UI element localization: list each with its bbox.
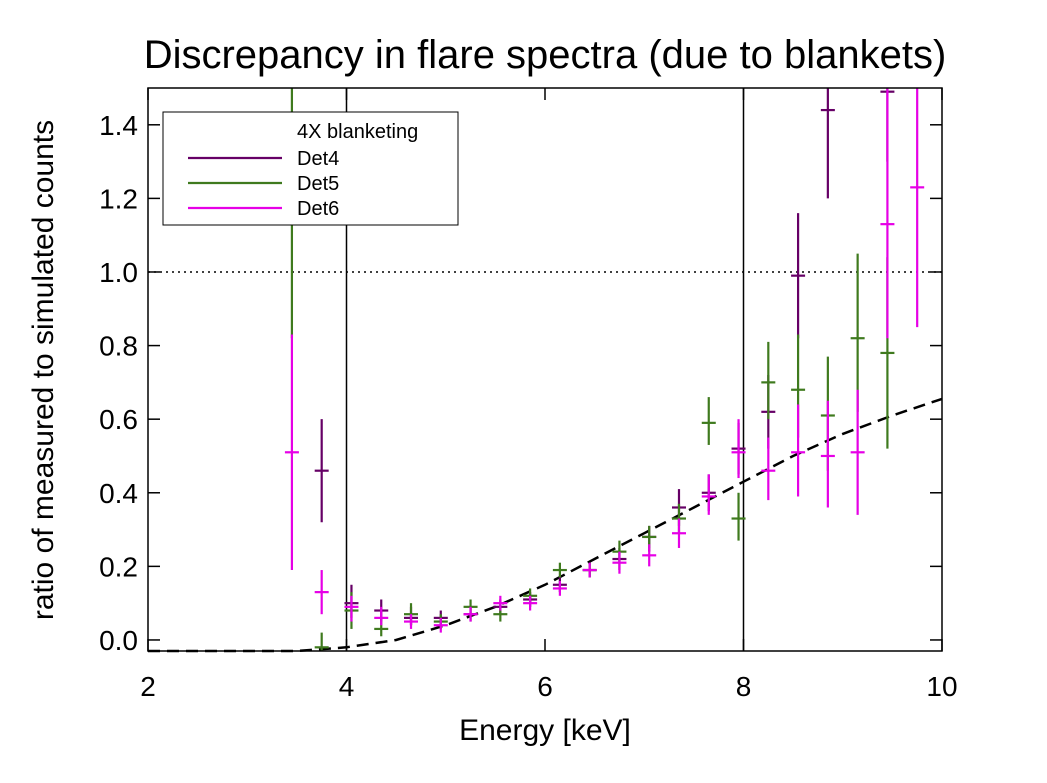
legend-title: 4X blanketing <box>297 121 418 143</box>
plot-area: 2 4 6 8 10 0.0 0.2 0.4 0.6 0.8 1.0 1.2 1.4 <box>99 87 958 702</box>
legend-entries: Det4 Det5 Det6 <box>188 148 339 220</box>
legend-label-det6: Det6 <box>297 198 339 220</box>
x-axis-label: Energy [keV] <box>459 714 631 747</box>
model-curve <box>148 397 943 653</box>
legend: 4X blanketing Det4 Det5 Det6 <box>162 111 459 226</box>
y-tick-label: 1.4 <box>99 110 138 141</box>
y-axis-label: ratio of measured to simulated counts <box>27 120 60 620</box>
y-tick-label: 1.0 <box>99 257 138 288</box>
y-tick-label: 1.2 <box>99 183 138 214</box>
x-tick-label: 8 <box>736 671 752 702</box>
series-det6 <box>284 88 925 633</box>
y-tick-label: 0.8 <box>99 331 138 362</box>
y-tick-label: 0.6 <box>99 404 138 435</box>
y-axis-ticks: 0.0 0.2 0.4 0.6 0.8 1.0 1.2 1.4 <box>99 110 942 656</box>
series-layer <box>284 88 925 651</box>
x-tick-label: 6 <box>537 671 553 702</box>
x-tick-label: 4 <box>339 671 355 702</box>
legend-box <box>162 111 459 226</box>
legend-label-det5: Det5 <box>297 173 339 195</box>
legend-label-det4: Det4 <box>297 148 339 170</box>
y-tick-label: 0.4 <box>99 478 138 509</box>
x-tick-label: 2 <box>140 671 156 702</box>
chart-title: Discrepancy in flare spectra (due to bla… <box>144 33 947 77</box>
x-tick-label: 10 <box>926 671 957 702</box>
x-axis-ticks: 2 4 6 8 10 <box>140 88 958 702</box>
y-tick-label: 0.0 <box>99 625 138 656</box>
y-tick-label: 0.2 <box>99 551 138 582</box>
